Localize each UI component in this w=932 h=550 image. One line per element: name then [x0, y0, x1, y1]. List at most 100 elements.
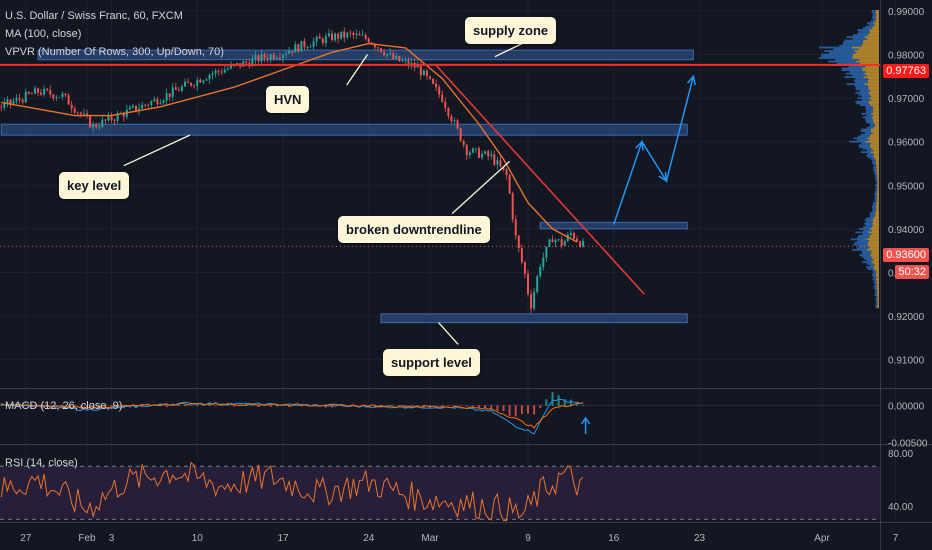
macd-histogram-bar — [514, 405, 517, 417]
rsi-line — [0, 461, 584, 522]
macd-histogram-bar — [171, 405, 174, 406]
candle-body — [196, 79, 199, 86]
volume-profile-bar-down — [874, 215, 879, 218]
macd-histogram-bar — [251, 404, 254, 406]
candle-body — [138, 108, 141, 111]
candle-body — [217, 70, 220, 72]
symbol-title[interactable]: U.S. Dollar / Swiss Franc, 60, FXCM — [5, 10, 183, 22]
macd-histogram-bar — [422, 405, 425, 409]
candle-body — [312, 41, 315, 47]
volume-profile-bar-down — [876, 269, 879, 272]
volume-profile-bar-down — [868, 81, 879, 84]
volume-profile-bar-up — [852, 34, 868, 37]
volume-profile-bar-down — [871, 229, 879, 232]
volume-profile-bar-down — [872, 25, 879, 28]
volume-profile-bar-down — [861, 44, 879, 47]
macd-histogram-bar — [294, 404, 297, 406]
support-level-label[interactable]: support level — [383, 349, 480, 376]
price-axis-tick-7: 0.92000 — [888, 312, 925, 323]
volume-profile-bar-down — [877, 196, 879, 199]
volume-profile-bar-up — [872, 159, 876, 162]
volume-profile-bar-up — [874, 283, 878, 286]
volume-profile-bar-up — [873, 18, 877, 21]
volume-profile-bar-up — [875, 175, 878, 178]
volume-profile-bar-down — [871, 112, 879, 115]
candle-body — [511, 193, 514, 220]
candle-body — [364, 35, 367, 39]
candle-body — [70, 104, 73, 109]
candle-body — [254, 55, 257, 59]
volume-profile-bar-down — [875, 161, 879, 164]
volume-profile-bar-down — [871, 128, 879, 131]
volume-profile-bar-up — [874, 193, 877, 195]
volume-profile-bar-down — [865, 71, 879, 73]
supply-zone-label[interactable]: supply zone — [465, 17, 557, 44]
volume-profile-bar-down — [875, 20, 879, 23]
macd-histogram-bar — [569, 399, 572, 406]
volume-profile-bar-up — [864, 132, 873, 134]
macd-histogram-bar — [533, 405, 536, 415]
candle-body — [551, 239, 554, 243]
volume-profile-bar-up — [841, 67, 863, 70]
candle-body — [496, 160, 499, 165]
volume-profile-bar-up — [875, 187, 878, 190]
volume-profile-bar-down — [876, 15, 879, 18]
volume-profile-bar-down — [854, 50, 879, 52]
volume-profile-bar-down — [873, 217, 879, 220]
key-level-label[interactable]: key level — [59, 172, 130, 199]
volume-profile-bar-up — [856, 102, 869, 105]
volume-profile-bar-up — [819, 57, 852, 59]
hvn-label[interactable]: HVN — [266, 86, 310, 113]
price-axis-tick-5: 0.94000 — [888, 225, 925, 236]
rsi-legend[interactable]: RSI (14, close) — [5, 457, 78, 469]
macd-histogram-bar — [0, 404, 3, 406]
candle-body — [444, 101, 447, 109]
pointer-key-level — [123, 134, 191, 167]
candle-body — [462, 140, 465, 145]
volume-profile-bar-up — [858, 30, 870, 33]
volume-profile-bar-up — [873, 166, 877, 169]
candle-body — [187, 81, 190, 83]
candle-body — [40, 92, 43, 95]
candle-body — [474, 148, 477, 150]
macd-signal-line — [1, 402, 584, 429]
volume-profile-bar-down — [870, 254, 879, 256]
macd-histogram-bar — [435, 405, 438, 406]
ma-legend[interactable]: MA (100, close) — [5, 28, 82, 40]
volume-profile-bar-up — [875, 301, 878, 304]
vpvr-legend[interactable]: VPVR (Number Of Rows, 300, Up/Down, 70) — [5, 46, 224, 58]
time-axis-tick-2: 3 — [109, 533, 115, 544]
broken-downtrendline-label[interactable]: broken downtrendline — [338, 216, 490, 243]
candle-body — [566, 234, 569, 242]
macd-histogram-bar — [257, 405, 260, 407]
volume-profile-bar-up — [855, 231, 869, 234]
candle-body — [272, 54, 275, 59]
volume-profile-bar-down — [869, 97, 879, 99]
volume-profile-bar-down — [876, 280, 879, 283]
candle-body — [43, 88, 46, 95]
macd-histogram-bar — [128, 405, 131, 408]
macd-histogram-bar — [551, 392, 554, 406]
volume-profile-bar-up — [872, 275, 876, 277]
volume-profile-bar-down — [875, 11, 879, 14]
pointer-broken-downtrendline — [451, 160, 511, 215]
macd-axis-tick-1: -0.00500 — [888, 439, 928, 450]
volume-profile-bar-up — [866, 221, 874, 223]
volume-profile-bar-up — [875, 186, 878, 188]
volume-profile-bar-up — [858, 245, 870, 248]
volume-profile-bar-up — [853, 79, 868, 82]
candle-body — [153, 99, 156, 102]
candle-body — [481, 153, 484, 158]
volume-profile-bar-down — [862, 43, 879, 45]
macd-histogram-bar — [177, 404, 180, 406]
macd-histogram-bar — [527, 405, 529, 414]
volume-profile-bar-down — [871, 252, 879, 255]
candle-body — [520, 248, 523, 263]
volume-profile-bar-down — [877, 175, 879, 178]
macd-histogram-bar — [331, 405, 333, 408]
volume-profile-bar-down — [877, 295, 879, 298]
macd-histogram-bar — [159, 403, 162, 406]
macd-legend[interactable]: MACD (12, 26, close, 9) — [5, 400, 123, 412]
volume-profile-bar-up — [857, 97, 870, 99]
volume-profile-bar-down — [876, 276, 879, 279]
